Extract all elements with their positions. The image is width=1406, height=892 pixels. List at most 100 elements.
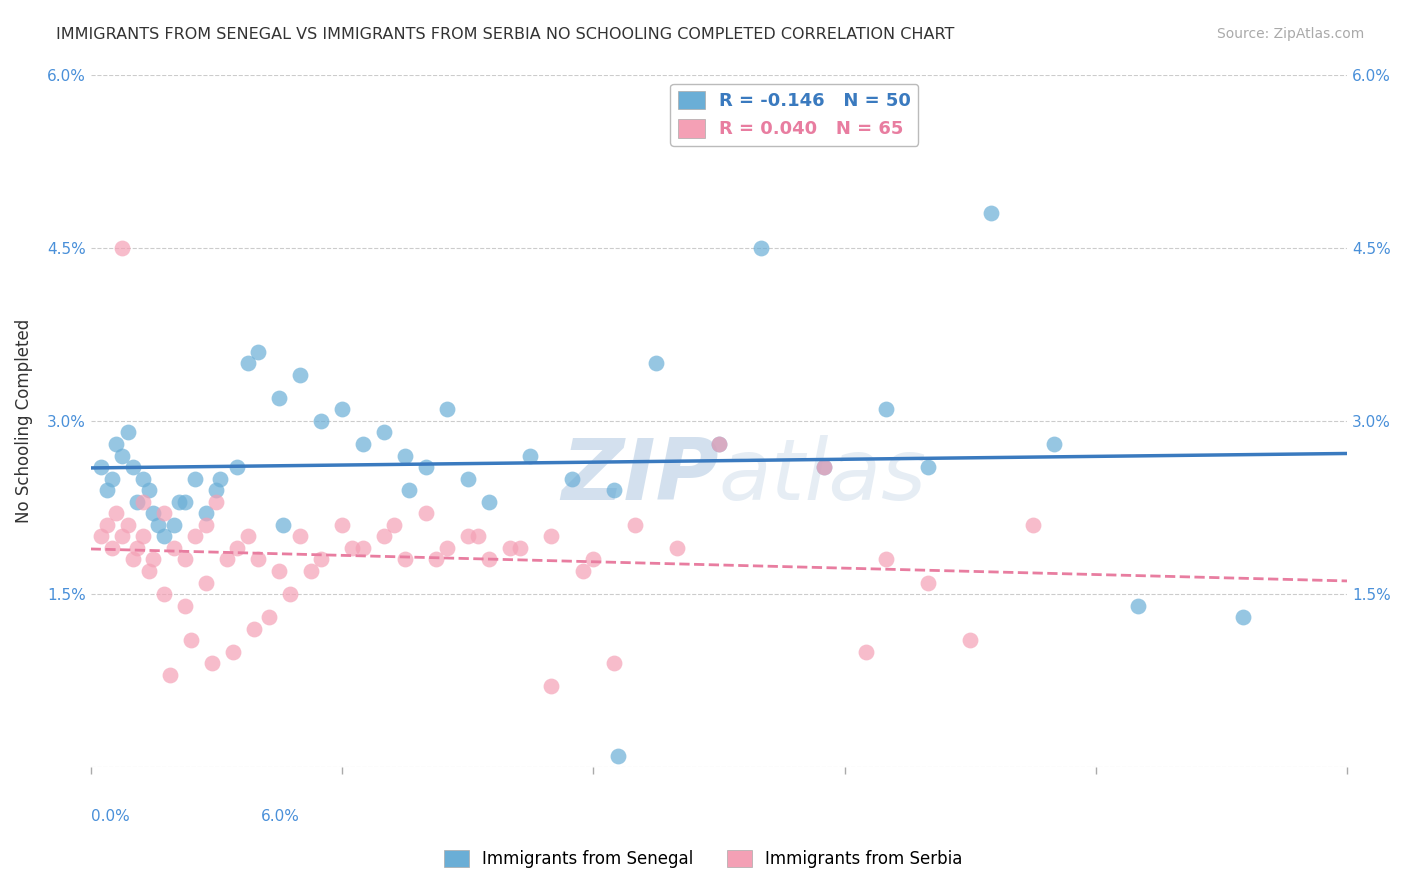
Point [1232, 610, 1254, 624]
Point [247, 552, 270, 566]
Point [222, 645, 245, 659]
Point [121, 552, 143, 566]
Legend: R = -0.146   N = 50, R = 0.040   N = 65: R = -0.146 N = 50, R = 0.040 N = 65 [671, 84, 918, 145]
Point [467, 529, 489, 543]
Point [645, 356, 668, 370]
Point [917, 460, 939, 475]
Text: atlas: atlas [718, 434, 927, 518]
Point [146, 517, 169, 532]
Point [121, 460, 143, 475]
Point [352, 541, 374, 555]
Point [273, 517, 295, 532]
Point [236, 356, 259, 370]
Point [173, 494, 195, 508]
Point [330, 402, 353, 417]
Point [1022, 517, 1045, 532]
Point [288, 529, 311, 543]
Point [100, 472, 122, 486]
Point [540, 680, 562, 694]
Point [236, 529, 259, 543]
Point [104, 437, 127, 451]
Point [607, 748, 630, 763]
Point [394, 552, 416, 566]
Point [167, 494, 190, 508]
Point [257, 610, 280, 624]
Point [125, 494, 148, 508]
Point [269, 564, 291, 578]
Point [457, 472, 479, 486]
Point [226, 541, 249, 555]
Point [624, 517, 647, 532]
Y-axis label: No Schooling Completed: No Schooling Completed [15, 318, 32, 523]
Point [398, 483, 420, 498]
Point [173, 552, 195, 566]
Point [132, 529, 155, 543]
Point [373, 425, 395, 440]
Point [309, 414, 332, 428]
Text: Source: ZipAtlas.com: Source: ZipAtlas.com [1216, 27, 1364, 41]
Point [352, 437, 374, 451]
Point [457, 529, 479, 543]
Point [243, 622, 266, 636]
Point [173, 599, 195, 613]
Point [194, 517, 217, 532]
Point [117, 425, 139, 440]
Point [142, 552, 165, 566]
Point [373, 529, 395, 543]
Point [707, 437, 730, 451]
Point [117, 517, 139, 532]
Point [104, 506, 127, 520]
Point [153, 529, 176, 543]
Text: 0.0%: 0.0% [90, 809, 129, 824]
Point [1126, 599, 1149, 613]
Legend: Immigrants from Senegal, Immigrants from Serbia: Immigrants from Senegal, Immigrants from… [437, 843, 969, 875]
Point [813, 460, 835, 475]
Point [111, 449, 134, 463]
Point [582, 552, 605, 566]
Point [194, 575, 217, 590]
Point [309, 552, 332, 566]
Point [415, 506, 437, 520]
Point [299, 564, 322, 578]
Point [415, 460, 437, 475]
Point [1043, 437, 1066, 451]
Point [96, 483, 118, 498]
Point [142, 506, 165, 520]
Point [163, 517, 186, 532]
Point [278, 587, 301, 601]
Point [876, 552, 898, 566]
Point [184, 472, 207, 486]
Text: ZIP: ZIP [561, 434, 718, 518]
Point [666, 541, 689, 555]
Point [330, 517, 353, 532]
Point [382, 517, 405, 532]
Point [184, 529, 207, 543]
Point [201, 657, 224, 671]
Point [813, 460, 835, 475]
Point [96, 517, 118, 532]
Point [572, 564, 595, 578]
Point [394, 449, 416, 463]
Point [498, 541, 520, 555]
Point [855, 645, 877, 659]
Point [561, 472, 583, 486]
Point [540, 529, 562, 543]
Point [125, 541, 148, 555]
Point [138, 564, 160, 578]
Point [111, 529, 134, 543]
Point [342, 541, 364, 555]
Point [436, 541, 458, 555]
Point [205, 494, 228, 508]
Point [425, 552, 447, 566]
Point [226, 460, 249, 475]
Point [111, 241, 134, 255]
Point [163, 541, 186, 555]
Point [209, 472, 232, 486]
Point [707, 437, 730, 451]
Text: 6.0%: 6.0% [262, 809, 299, 824]
Point [138, 483, 160, 498]
Point [132, 494, 155, 508]
Point [205, 483, 228, 498]
Point [917, 575, 939, 590]
Point [247, 344, 270, 359]
